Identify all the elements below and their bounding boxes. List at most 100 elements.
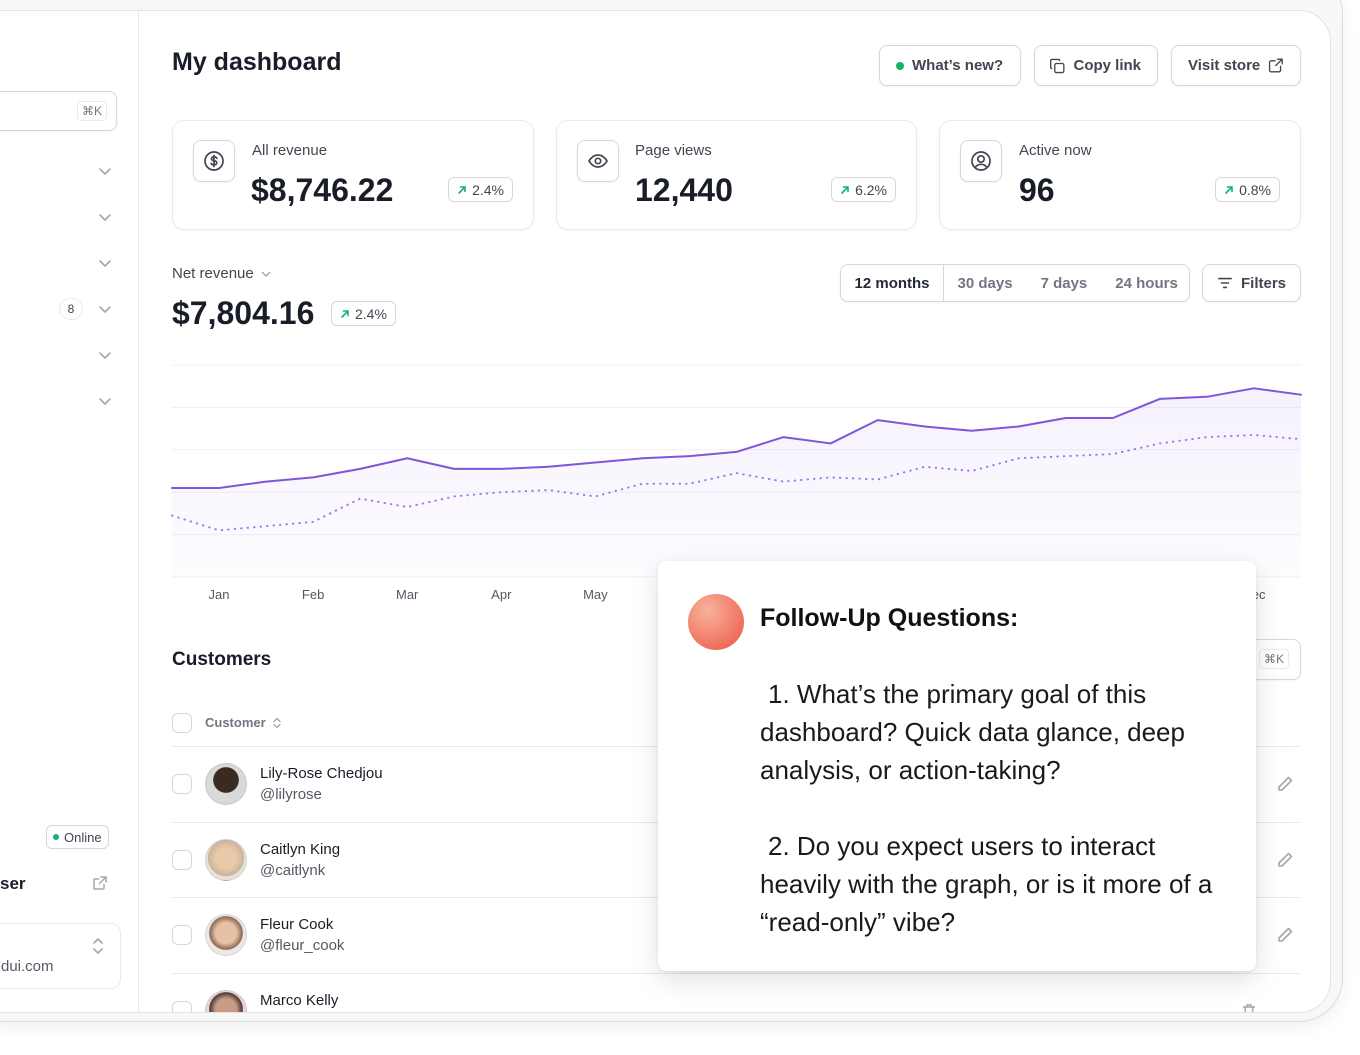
icon-shape bbox=[594, 157, 602, 165]
area bbox=[172, 388, 1301, 577]
green-dot bbox=[896, 61, 904, 70]
icon-path bbox=[1278, 776, 1293, 791]
change-badge: 6.2% bbox=[831, 177, 896, 202]
change-badge: 2.4% bbox=[448, 177, 513, 202]
stat-value: $8,746.22 bbox=[251, 172, 394, 208]
question: 1. What’s the primary goal of this dashb… bbox=[760, 679, 1185, 785]
x-tick-label: Mar bbox=[396, 587, 419, 602]
edit-icon[interactable] bbox=[1276, 851, 1294, 869]
checkbox[interactable] bbox=[172, 713, 192, 733]
period-option[interactable]: 24 hours bbox=[1115, 274, 1178, 292]
chevron[interactable] bbox=[99, 398, 111, 405]
net-revenue-value: $7,804.16 bbox=[172, 295, 315, 331]
icon-shape bbox=[976, 154, 986, 164]
shortcut-badge: ⌘K bbox=[1259, 649, 1290, 669]
edit-icon[interactable] bbox=[1276, 926, 1294, 944]
sidebar-chevrons bbox=[99, 168, 111, 405]
customer-handle: @fleur_cook bbox=[260, 937, 345, 954]
x-tick-label: Apr bbox=[491, 587, 512, 602]
chevron[interactable] bbox=[99, 352, 111, 359]
period-option[interactable]: 12 months bbox=[841, 265, 945, 301]
external-icon bbox=[1269, 58, 1284, 73]
icon bbox=[588, 154, 608, 168]
shortcut-badge: ⌘K bbox=[77, 101, 108, 121]
label-text: Net revenue bbox=[172, 265, 254, 282]
net-revenue-label[interactable]: Net revenue bbox=[172, 264, 272, 284]
status-badge: Online bbox=[46, 825, 109, 849]
series-line bbox=[171, 433, 1302, 532]
column-header[interactable]: Customer bbox=[205, 714, 282, 732]
customer-name: Caitlyn King bbox=[260, 840, 341, 858]
page-title: My dashboard bbox=[172, 48, 342, 76]
icon bbox=[261, 271, 270, 278]
icon-shape bbox=[971, 151, 991, 171]
button-label: Filters bbox=[1240, 274, 1286, 292]
updown-icon[interactable] bbox=[91, 937, 105, 955]
icon-shape bbox=[588, 154, 608, 168]
avatar bbox=[205, 763, 247, 805]
checkbox[interactable] bbox=[172, 925, 192, 945]
change-text: 6.2% bbox=[855, 181, 887, 198]
period-selector: 12 months 30 days 7 days 24 hours bbox=[840, 264, 1190, 302]
icon-shape bbox=[204, 151, 224, 171]
app: ⌘K 8 Online ser dui.com My dashboard Wha… bbox=[0, 11, 1330, 1014]
account-card[interactable] bbox=[0, 923, 121, 989]
customer-name: Fleur Cook bbox=[260, 916, 334, 933]
edit-icon[interactable] bbox=[1276, 775, 1294, 793]
avatar-orb bbox=[688, 594, 744, 650]
icon-shape bbox=[272, 717, 281, 729]
row-divider bbox=[172, 972, 1301, 974]
status-dot bbox=[53, 834, 59, 840]
icon-shape bbox=[1049, 58, 1061, 69]
visit-store-button[interactable]: Visit store bbox=[1171, 45, 1301, 86]
delete-icon[interactable] bbox=[1241, 1003, 1257, 1014]
stat-icon bbox=[960, 140, 1002, 182]
status-text: Online bbox=[64, 829, 102, 845]
series-line bbox=[171, 387, 1302, 489]
stat-value: 96 bbox=[1019, 172, 1055, 208]
x-tick-label: May bbox=[583, 587, 608, 602]
icon-path bbox=[1243, 1003, 1255, 1012]
avatar bbox=[205, 838, 247, 881]
change-badge: 0.8% bbox=[1215, 177, 1280, 202]
customer-name: Marco Kelly bbox=[260, 991, 339, 1009]
screen: ⌘K 8 Online ser dui.com My dashboard Wha… bbox=[0, 10, 1331, 1013]
icon-shape bbox=[1218, 277, 1232, 289]
icon-shape bbox=[1054, 62, 1065, 73]
copy-link-button[interactable]: Copy link bbox=[1034, 45, 1158, 86]
icon-shape bbox=[210, 154, 218, 168]
icon bbox=[204, 151, 224, 171]
chevron[interactable] bbox=[99, 306, 111, 313]
icon-shape bbox=[1225, 185, 1233, 194]
avatar bbox=[205, 989, 247, 1012]
external-link-icon[interactable] bbox=[92, 875, 108, 891]
chevron[interactable] bbox=[99, 168, 111, 175]
follow-up-title: Follow-Up Questions: bbox=[760, 604, 1019, 632]
icon-shape bbox=[93, 876, 107, 890]
customer-handle: @lilyrose bbox=[260, 786, 322, 803]
sidebar-divider bbox=[138, 11, 139, 1012]
whats-new-button[interactable]: What’s new? bbox=[879, 45, 1021, 86]
checkbox[interactable] bbox=[172, 849, 192, 870]
section-title: Customers bbox=[172, 649, 272, 670]
change-text: 2.4% bbox=[472, 181, 504, 198]
checkbox[interactable] bbox=[172, 1000, 192, 1012]
filters-button[interactable]: Filters bbox=[1202, 264, 1301, 302]
user-name: ser bbox=[0, 874, 26, 893]
question: 2. Do you expect users to interact heavi… bbox=[760, 831, 1213, 937]
sidebar-search[interactable] bbox=[0, 91, 117, 131]
chevron[interactable] bbox=[99, 260, 111, 267]
icon-shape bbox=[974, 163, 988, 168]
x-tick-label: Feb bbox=[302, 587, 324, 602]
copy-icon bbox=[1049, 58, 1065, 73]
period-option[interactable]: 7 days bbox=[1040, 274, 1088, 292]
checkbox[interactable] bbox=[172, 774, 192, 794]
customer-handle: @caitlynk bbox=[260, 861, 326, 879]
stat-label: Page views bbox=[635, 142, 712, 159]
period-option[interactable]: 30 days bbox=[957, 274, 1013, 292]
chevron[interactable] bbox=[99, 214, 111, 221]
column-label: Customer bbox=[205, 715, 266, 730]
icon bbox=[1225, 185, 1233, 194]
user-email: dui.com bbox=[1, 958, 54, 975]
